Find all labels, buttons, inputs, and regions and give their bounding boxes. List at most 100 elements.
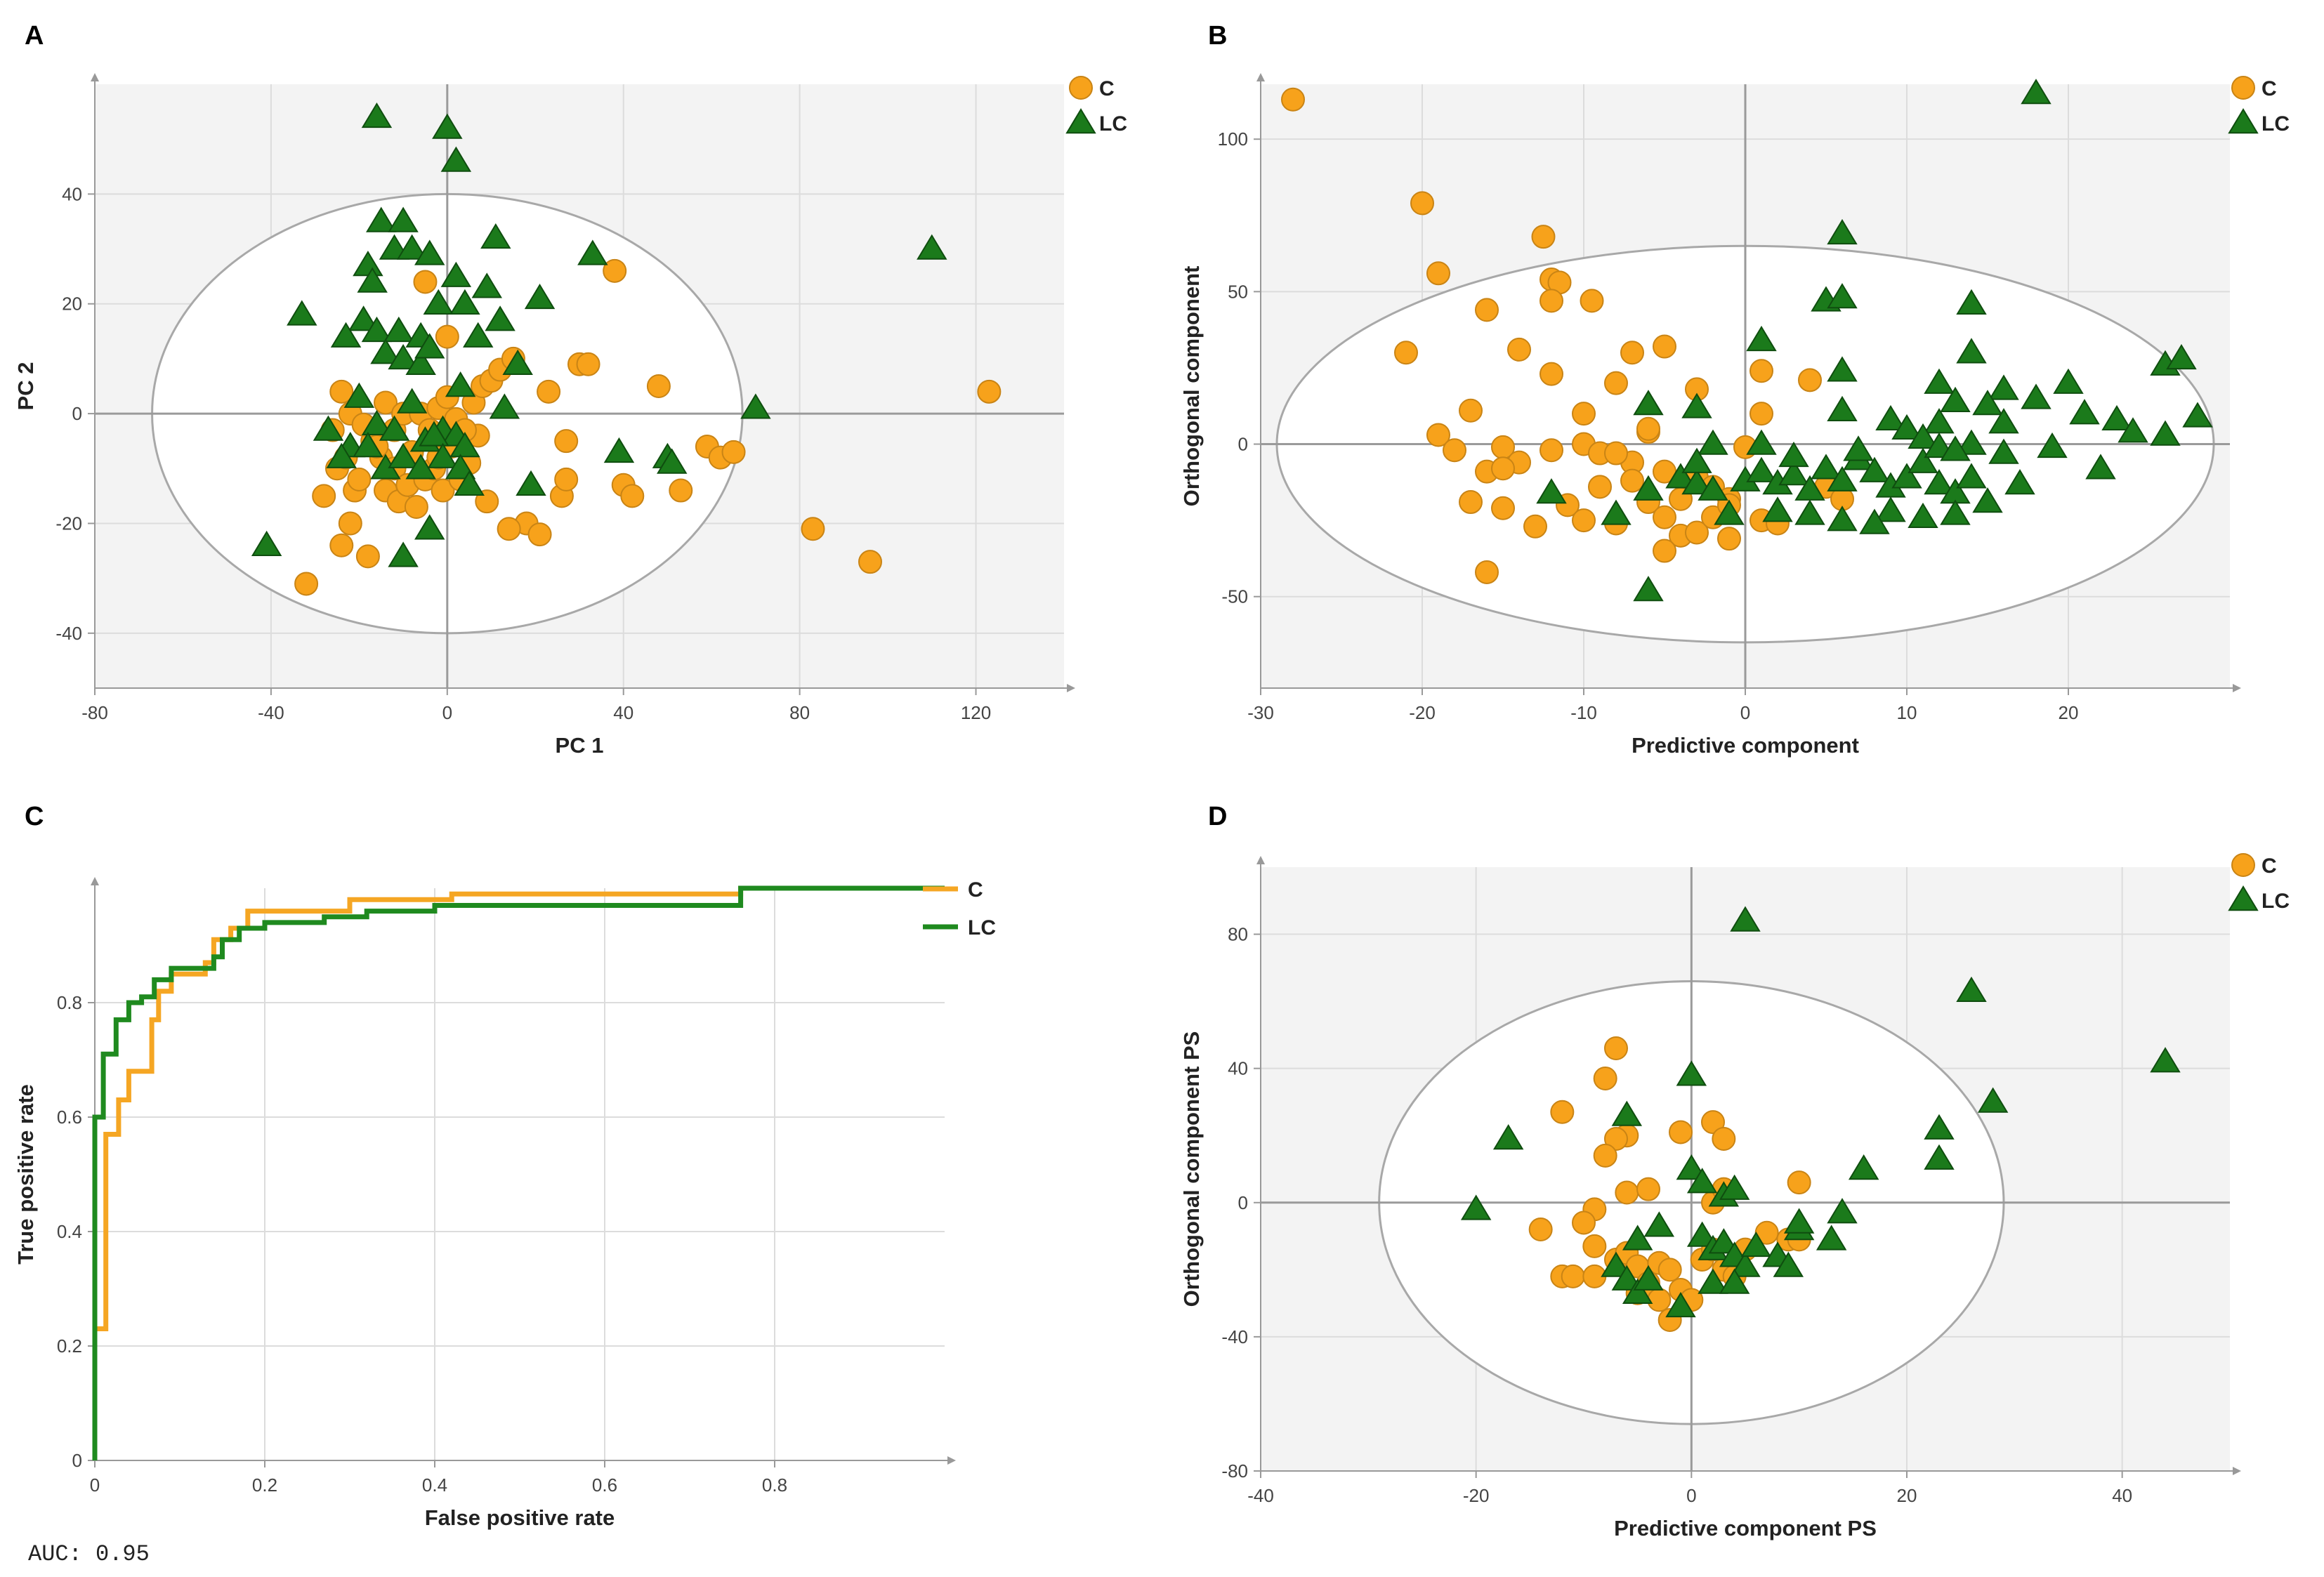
lc-sample-point [388, 541, 419, 567]
lc-sample-point [1681, 469, 1712, 495]
c-sample-point [721, 440, 746, 464]
lc-sample-point [326, 442, 357, 468]
lc-sample-point [2150, 420, 2181, 446]
data-points [251, 102, 1002, 596]
lc-sample-point [1536, 478, 1567, 504]
y-tick-label: -80 [1221, 1460, 1248, 1482]
lc-sample-point [1988, 438, 2019, 464]
lc-sample-point [1827, 395, 1858, 421]
lc-sample-point [379, 415, 410, 441]
data-points [1281, 79, 2213, 602]
y-axis-label: Orthogonal component [1179, 266, 1204, 507]
c-sample-point [475, 489, 499, 514]
lc-sample-point [1891, 463, 1922, 489]
y-tick-label: -40 [1221, 1326, 1248, 1347]
lc-sample-point [2037, 432, 2068, 458]
lc-sample-point [449, 432, 480, 458]
lc-sample-point [2021, 79, 2051, 105]
lc-sample-point [2053, 368, 2084, 394]
lc-sample-point [516, 470, 546, 496]
lc-sample-point [1875, 496, 1906, 522]
y-tick-label: 0.8 [57, 992, 82, 1013]
c-sample-point [1669, 1120, 1693, 1144]
x-tick-label: 120 [961, 702, 991, 723]
c-sample-point [537, 379, 561, 404]
c-sample-point [1528, 1218, 1553, 1241]
c-sample-point [1459, 490, 1483, 515]
lc-sample-point [427, 442, 459, 468]
c-sample-point [1475, 298, 1499, 322]
axis-arrows [91, 73, 1075, 692]
lc-sample-point [1622, 1225, 1653, 1251]
lc-sample-point [396, 234, 428, 260]
y-tick-label: 40 [62, 183, 82, 204]
legend-label-lc: LC [1099, 112, 1127, 136]
lc-sample-point [357, 267, 388, 293]
lc-sample-point [1611, 1265, 1643, 1291]
c-sample-point [1636, 416, 1660, 441]
lc-sample-point [388, 442, 419, 468]
x-axis-label: PC 1 [556, 733, 604, 758]
c-sample-point [858, 550, 882, 574]
legend-swatch-c [2231, 76, 2255, 100]
c-sample-point [1540, 362, 1563, 386]
x-tick-label: -40 [258, 702, 284, 723]
axis-arrows [1256, 73, 2241, 692]
lc-sample-point [1827, 1198, 1858, 1224]
lc-sample-point [1977, 1087, 2009, 1113]
c-sample-point [1653, 539, 1676, 563]
lc-sample-point [1816, 1225, 1847, 1251]
lc-sample-point [2069, 399, 2100, 425]
lc-sample-point [405, 349, 436, 375]
roc-curves [92, 885, 945, 1460]
legend-label-lc: LC [968, 916, 996, 939]
lc-sample-point [414, 239, 445, 265]
c-sample-point [1615, 1180, 1639, 1205]
c-sample-point [603, 258, 627, 283]
lc-sample-point [1827, 218, 1858, 245]
lc-sample-point [1843, 435, 1874, 461]
lc-sample-point [287, 300, 317, 326]
lc-sample-point [1681, 447, 1712, 473]
y-tick-label: -40 [55, 623, 82, 644]
lc-sample-point [2182, 402, 2213, 428]
data-points [1460, 906, 2181, 1332]
lc-sample-point [440, 146, 472, 172]
panel-c-roc: 0 0.2 0.4 0.6 0.8 0 0.2 0.4 0.6 0.8 False positi… [13, 877, 996, 1567]
y-tick-label: 0 [72, 403, 82, 424]
lc-sample-point [489, 393, 520, 419]
c-sample-point [1685, 520, 1709, 545]
c-sample-point [1647, 1288, 1672, 1312]
c-sample-point [413, 270, 438, 294]
c-sample-point [1426, 423, 1450, 447]
lc-sample-point [388, 343, 419, 370]
lc-sample-point [1492, 1124, 1524, 1150]
x-tick-label: 0 [90, 1474, 100, 1496]
c-sample-point [554, 467, 579, 491]
lc-sample-point [361, 409, 393, 435]
x-tick-label: 0.4 [422, 1474, 447, 1496]
lc-sample-point [1746, 429, 1777, 455]
c-sample-point [554, 429, 579, 454]
c-sample-point [1749, 359, 1773, 383]
c-sample-point [1572, 508, 1596, 533]
y-tick-label: 0.4 [57, 1221, 82, 1242]
lc-sample-point [2021, 383, 2051, 409]
lc-sample-point [1611, 1100, 1643, 1126]
c-sample-point [1491, 496, 1515, 520]
legend-label-lc: LC [2261, 112, 2290, 136]
x-tick-label: -20 [1463, 1485, 1490, 1506]
x-tick-labels: -30 -20 -10 0 10 20 [1247, 688, 2078, 723]
legend-label-c: C [2261, 77, 2277, 100]
y-tick-label: 0 [72, 1450, 82, 1471]
c-sample-point [1426, 261, 1450, 286]
c-sample-point [1281, 87, 1305, 112]
c-sample-point [404, 495, 428, 519]
lc-sample-point [2150, 1047, 2181, 1073]
lc-sample-point [1714, 499, 1745, 525]
lc-sample-point [251, 530, 282, 556]
c-sample-point [1636, 1177, 1660, 1201]
c-sample-point [312, 484, 336, 508]
c-sample-point [1604, 1036, 1628, 1060]
lc-sample-point [1633, 576, 1664, 602]
